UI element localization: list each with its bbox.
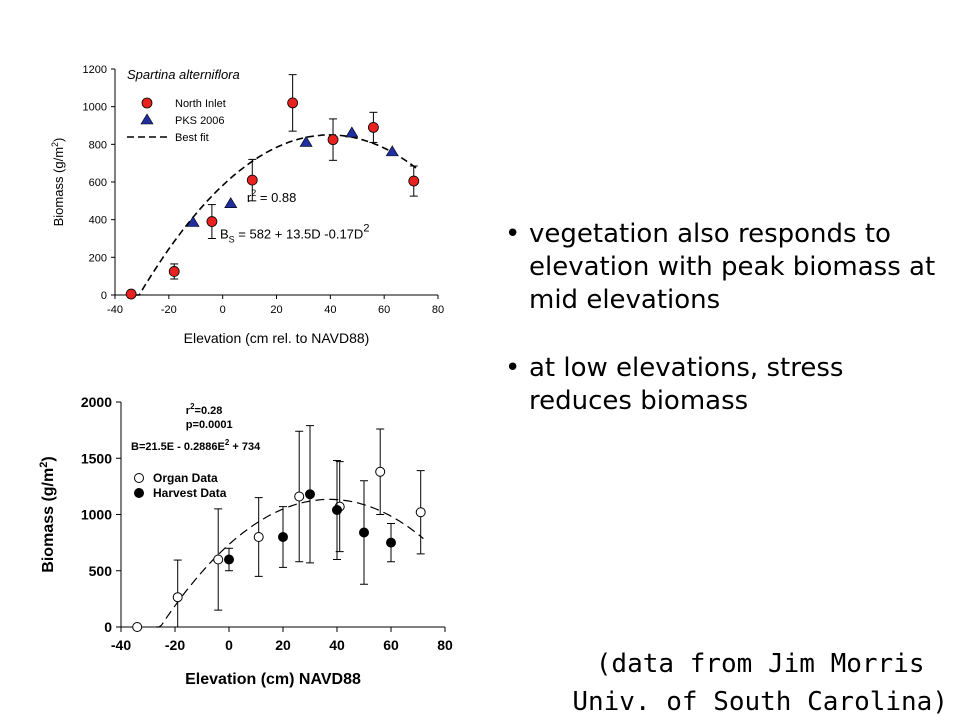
p-value-annotation: p=0.0001: [186, 419, 233, 431]
y-tick-label: 500: [89, 563, 113, 579]
fit-equation-annotation: B=21.5E - 0.2886E2 + 734: [131, 438, 261, 453]
x-tick-label: -40: [111, 637, 131, 653]
bullet-list: • vegetation also responds to elevation …: [505, 218, 945, 453]
data-point-organ: [213, 554, 224, 565]
y-tick-label: 1500: [81, 450, 112, 466]
data-point-harvest: [278, 532, 288, 542]
x-axis-title: Elevation (cm rel. to NAVD88): [184, 330, 370, 346]
y-tick-label: 200: [89, 252, 107, 264]
data-point-harvest: [224, 554, 234, 565]
y-axis-title: Biomass (g/m2): [38, 456, 57, 572]
x-tick-label: 60: [383, 637, 399, 653]
data-point-harvest: [305, 489, 315, 500]
data-point-organ: [172, 592, 183, 603]
y-tick-label: 600: [89, 177, 107, 189]
data-point-organ: [294, 491, 305, 502]
best-fit-curve: [133, 134, 417, 296]
x-tick-label: 40: [329, 637, 345, 653]
x-tick-label: 80: [437, 637, 453, 653]
bullet-dot: •: [505, 353, 521, 383]
legend-label: Harvest Data: [153, 486, 227, 500]
x-tick-label: -20: [165, 637, 185, 653]
y-tick-label: 0: [104, 619, 112, 635]
data-credit: (data from Jim Morris Univ. of South Car…: [572, 645, 948, 721]
x-tick-label: 60: [378, 304, 390, 316]
bullet-text: vegetation also responds to elevation wi…: [529, 219, 936, 315]
chart-biomass-organ-harvest: 0 500 1000 1500 2000 -40 -20 0 20 40 60 80 Elevation…: [38, 394, 453, 688]
data-point-north-inlet: [168, 266, 180, 277]
y-tick-label: 800: [89, 139, 107, 151]
data-point-harvest: [359, 527, 369, 538]
credit-line-2: Univ. of South Carolina): [572, 687, 948, 717]
x-tick-label: 20: [270, 304, 282, 316]
y-tick-label: 2000: [81, 394, 112, 410]
data-point-north-inlet: [408, 175, 420, 187]
data-point-organ: [415, 507, 426, 518]
legend-label: PKS 2006: [175, 115, 225, 127]
data-point-pks-2006: [186, 215, 200, 227]
bullet-text: at low elevations, stress reduces biomas…: [529, 353, 844, 416]
x-axis-title: Elevation (cm) NAVD88: [185, 671, 361, 688]
data-point-north-inlet: [246, 174, 258, 186]
data-point-pks-2006: [224, 197, 238, 208]
y-tick-label: 400: [89, 215, 107, 227]
x-tick-label: 80: [432, 304, 444, 316]
data-point-north-inlet: [367, 121, 379, 133]
bullet-dot: •: [505, 219, 521, 249]
x-tick-label: 0: [220, 304, 226, 316]
x-tick-label: 0: [225, 637, 233, 653]
legend-marker-pks-2006: [140, 113, 154, 125]
data-point-north-inlet: [125, 288, 137, 300]
y-tick-label: 1000: [83, 102, 107, 114]
r-squared-annotation: r2=0.28: [186, 402, 223, 417]
y-tick-label: 0: [101, 290, 107, 302]
chart-spartina-biomass: 0 200 400 600 800 1000 1200 -40 -20 0 20 40 60 80 Elev…: [50, 64, 444, 346]
legend-label: Organ Data: [153, 471, 218, 485]
legend-marker-harvest: [134, 488, 144, 498]
data-point-pks-2006: [345, 126, 359, 138]
data-point-organ: [375, 466, 386, 477]
data-point-harvest: [332, 505, 342, 515]
y-tick-label: 1200: [83, 64, 107, 76]
x-tick-label: 20: [275, 637, 291, 653]
credit-line-1: (data from Jim Morris: [595, 649, 925, 679]
chart-title: Spartina alterniflora: [127, 67, 240, 82]
fit-curve: [156, 498, 424, 628]
data-point-north-inlet: [206, 216, 218, 227]
x-tick-label: -20: [161, 304, 177, 316]
data-point-organ: [253, 532, 264, 542]
r-squared-annotation: r2 = 0.88: [247, 188, 296, 205]
legend-marker-organ: [134, 473, 144, 483]
legend-label: Best fit: [175, 132, 209, 144]
y-axis-title: Biomass (g/m2): [50, 138, 66, 227]
y-tick-label: 1000: [81, 507, 112, 523]
data-point-north-inlet: [327, 134, 339, 146]
bullet-item: • at low elevations, stress reduces biom…: [505, 352, 945, 418]
x-tick-label: -40: [107, 304, 123, 316]
data-point-pks-2006: [385, 145, 399, 157]
legend-marker-north-inlet: [141, 97, 153, 109]
data-point-pks-2006: [299, 135, 313, 147]
data-point-organ: [132, 622, 143, 632]
fit-equation-annotation: BS = 582 + 13.5D -0.17D2: [220, 223, 369, 245]
legend-label: North Inlet: [175, 98, 226, 110]
bullet-item: • vegetation also responds to elevation …: [505, 218, 945, 317]
data-point-north-inlet: [287, 97, 299, 109]
data-point-harvest: [386, 537, 396, 548]
x-tick-label: 40: [324, 304, 336, 316]
